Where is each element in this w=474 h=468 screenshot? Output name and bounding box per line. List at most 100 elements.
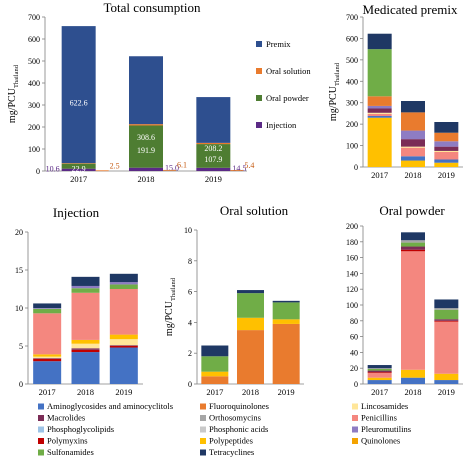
bar-segment xyxy=(434,309,459,320)
bar-segment xyxy=(401,112,425,131)
x-tick-label: 2018 xyxy=(138,174,155,184)
bar-segment xyxy=(367,49,392,97)
x-tick-label: 2019 xyxy=(438,170,455,180)
bar-segment xyxy=(129,124,163,126)
y-tick-label: 0 xyxy=(36,167,40,176)
y-tick-label: 700 xyxy=(346,13,358,22)
y-axis-label-main: mg/PCU xyxy=(7,87,18,123)
legend-label: Fluoroquinolones xyxy=(209,401,269,411)
bar-segment xyxy=(129,125,163,168)
bar-segment xyxy=(434,141,459,147)
data-label: 622.6 xyxy=(70,99,88,108)
y-tick-label: 100 xyxy=(28,145,40,154)
y-tick-label: 160 xyxy=(346,254,358,263)
y-tick-label: 2 xyxy=(188,349,192,358)
legend-swatch xyxy=(352,426,358,433)
chart-title: Medicated premix xyxy=(363,2,458,17)
bar-segment xyxy=(33,358,62,362)
y-tick-label: 400 xyxy=(346,77,358,86)
legend-swatch xyxy=(200,438,206,444)
legend-swatch xyxy=(256,95,262,101)
x-tick-label: 2017 xyxy=(206,387,223,397)
legend-swatch xyxy=(200,449,206,456)
data-label: 308.6 xyxy=(137,133,155,142)
bar-segment xyxy=(33,358,62,359)
bar-segment xyxy=(71,276,100,286)
bar-segment xyxy=(401,369,425,378)
bar-segment xyxy=(272,319,300,324)
bar-segment xyxy=(401,377,425,384)
x-tick-label: 2018 xyxy=(77,387,94,397)
bar-segment xyxy=(401,240,425,243)
bar-segment xyxy=(61,168,96,171)
bar-segment xyxy=(401,251,425,370)
bar-segment xyxy=(367,380,392,384)
bar-segment xyxy=(33,313,62,355)
bar-segment xyxy=(367,370,392,373)
bar-segment xyxy=(434,299,459,309)
legend-swatch xyxy=(352,403,358,410)
bar-segment xyxy=(71,292,100,340)
bar-segment xyxy=(367,116,392,118)
legend-label: Phosphoglycolipids xyxy=(47,424,114,434)
legend-swatch xyxy=(38,403,44,410)
bar-segment xyxy=(237,317,264,331)
legend-label: Pleuromutilins xyxy=(361,424,411,434)
legend-label: Macrolides xyxy=(47,413,85,423)
y-tick-label: 60 xyxy=(350,333,358,342)
bar-segment xyxy=(401,156,425,161)
x-tick-label: 2017 xyxy=(371,170,388,180)
bar-segment xyxy=(196,97,231,143)
x-tick-label: 2019 xyxy=(115,387,132,397)
bar-segment xyxy=(401,242,425,247)
bar-segment xyxy=(109,347,138,384)
bar-segment xyxy=(367,117,392,167)
y-tick-label: 0 xyxy=(188,380,192,389)
x-tick-label: 2018 xyxy=(242,387,259,397)
y-tick-label: 20 xyxy=(350,364,358,373)
bar-segment xyxy=(434,162,459,167)
bar-segment xyxy=(401,147,425,157)
bar-segment xyxy=(33,308,62,314)
chart-injection: Injection 0 5 10 15 20 2017 2018 2019 xyxy=(15,205,143,397)
bar-segment xyxy=(434,308,459,310)
bar-segment xyxy=(109,334,138,340)
y-axis-label: mg/PCUThailand xyxy=(164,277,177,336)
y-tick-label: 500 xyxy=(28,57,40,66)
data-label: 15.0 xyxy=(165,164,179,173)
bar-segment xyxy=(33,354,62,357)
x-tick-label: 2019 xyxy=(438,387,455,397)
y-tick-label: 15 xyxy=(15,266,23,275)
legend-swatch xyxy=(38,426,44,433)
bar-segment xyxy=(401,232,425,241)
bar-segment xyxy=(401,130,425,140)
bar-segment xyxy=(367,372,392,373)
legend-label: Premix xyxy=(266,39,291,49)
bar-segment xyxy=(434,319,459,321)
bar-segment xyxy=(61,26,96,164)
bar-segment xyxy=(201,376,229,384)
bar-segment xyxy=(367,113,392,116)
data-label: 14.5 xyxy=(232,164,246,173)
bar-segment xyxy=(367,372,392,378)
y-tick-label: 300 xyxy=(346,99,358,108)
bar-segment xyxy=(109,282,138,285)
legend-label: Quinolones xyxy=(361,436,400,446)
chart-premix: Medicated premix mg/PCUThailand 0 100 200 300… xyxy=(328,2,463,180)
legend-label: Tetracyclines xyxy=(209,447,254,457)
bar-segment xyxy=(196,142,231,145)
y-tick-label: 40 xyxy=(350,348,358,357)
y-axis-label-main: mg/PCU xyxy=(328,85,339,121)
bar-segment xyxy=(401,160,425,167)
y-axis-label: mg/PCUThailand xyxy=(328,62,341,121)
bar-segment xyxy=(367,108,392,113)
y-axis-label-subscript: Thailand xyxy=(334,62,341,86)
bar-segment xyxy=(367,365,392,369)
y-tick-label: 8 xyxy=(188,257,192,266)
bar-segment xyxy=(196,144,231,168)
bar-segment xyxy=(367,112,392,114)
bar-segment xyxy=(401,139,425,147)
chart-title: Oral solution xyxy=(220,203,289,218)
legend-swatch xyxy=(200,426,206,433)
